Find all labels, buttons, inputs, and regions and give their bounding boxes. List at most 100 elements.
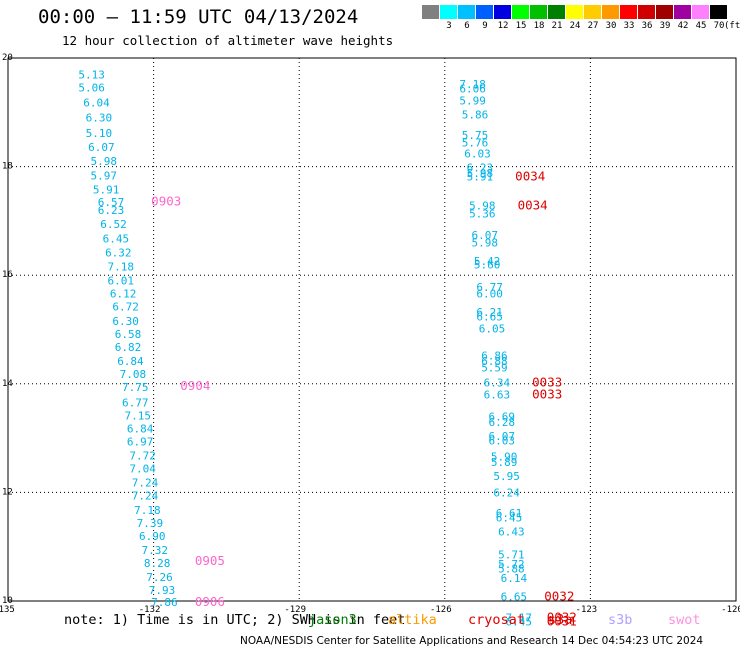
color-scale-cell — [422, 5, 440, 19]
color-scale-label: 27 — [587, 21, 599, 31]
color-scale-cell — [620, 5, 638, 19]
wave-height-value: 5.98 — [469, 200, 496, 213]
wave-height-value: 6.07 — [488, 430, 514, 443]
wave-height-value: 6.24 — [493, 486, 520, 499]
color-scale-label: 45 — [695, 21, 707, 31]
x-tick-label: -132 — [139, 605, 161, 615]
wave-height-value: 6.21 — [476, 306, 503, 319]
wave-height-value: 6.45 — [496, 511, 523, 524]
wave-height-value: 5.71 — [498, 548, 524, 561]
color-scale-cell — [674, 5, 692, 19]
wave-height-value: 5.88 — [498, 562, 524, 575]
color-scale-cell — [494, 5, 512, 19]
wave-height-value: 5.90 — [491, 451, 518, 464]
chart-subtitle: 12 hour collection of altimeter wave hei… — [62, 33, 394, 48]
x-tick-label: -126 — [430, 605, 452, 615]
wave-height-value: 6.03 — [464, 148, 491, 161]
pass-time-label: 0033 — [532, 375, 562, 390]
wave-height-value: 6.65 — [501, 591, 528, 604]
color-scale-label: 24 — [569, 21, 581, 31]
wave-height-value: 5.98 — [467, 167, 494, 180]
color-scale-cell — [638, 5, 656, 19]
color-scale-label: 33 — [623, 21, 635, 31]
chart-title: 00:00 — 11:59 UTC 04/13/2024 — [38, 6, 359, 28]
wave-height-value: 6.30 — [112, 315, 139, 328]
wave-height-value: 6.69 — [488, 410, 514, 423]
color-scale-unit: (ft) — [724, 21, 740, 31]
y-tick-label: 14 — [2, 379, 13, 389]
wave-height-value: 7.75 — [122, 381, 149, 394]
wave-height-value: 6.30 — [86, 112, 113, 125]
wave-height-value: 6.58 — [115, 328, 142, 341]
pass-time-label: 0906 — [195, 594, 225, 609]
pass-time-label: 0903 — [151, 193, 181, 208]
wave-height-value: 5.97 — [91, 169, 118, 182]
wave-height-value: 6.77 — [476, 281, 503, 294]
color-scale-cell — [584, 5, 602, 19]
wave-height-value: 6.61 — [496, 507, 523, 520]
wave-height-value: 5.98 — [471, 237, 498, 250]
color-scale-label: 12 — [497, 21, 509, 31]
satellite-legend-item: jason3 — [308, 612, 357, 628]
pass-time-label: 0904 — [180, 378, 210, 393]
wave-height-value: 6.34 — [484, 377, 511, 390]
color-scale-cell — [566, 5, 584, 19]
satellite-legend-item: s3b — [608, 612, 633, 628]
wave-height-value: 6.84 — [127, 422, 154, 435]
satellite-legend-item: cryosat — [468, 612, 525, 628]
color-scale-label: 42 — [677, 21, 689, 31]
wave-height-value: 7.04 — [129, 463, 156, 476]
color-scale-cell — [548, 5, 566, 19]
wave-height-value: 7.86 — [151, 596, 178, 609]
color-scale-label: 3 — [446, 21, 452, 31]
wave-height-value: 7.32 — [141, 544, 168, 557]
color-scale-bar — [422, 5, 728, 19]
wave-height-value: 8.28 — [144, 557, 171, 570]
wave-height-value: 5.95 — [493, 470, 520, 483]
x-tick-label: -120 — [721, 605, 740, 615]
wave-height-value: 7.24 — [132, 490, 159, 503]
wave-height-value: 6.86 — [481, 350, 508, 363]
wave-height-value: 6.57 — [98, 196, 125, 209]
wave-height-value: 6.23 — [98, 204, 125, 217]
wave-height-value: 5.06 — [78, 81, 105, 94]
pass-time-label: 0034 — [515, 168, 545, 183]
color-scale-label: 70 — [713, 21, 725, 31]
color-scale-cell — [458, 5, 476, 19]
satellite-legend-item: swot — [668, 612, 701, 628]
wave-height-value: 6.88 — [481, 355, 508, 368]
wave-height-value: 7.08 — [120, 368, 147, 381]
x-tick-label: -135 — [0, 605, 15, 615]
wave-height-value: 5.10 — [86, 127, 113, 140]
pass-time-label: 0034 — [518, 198, 548, 213]
wave-height-value: 5.13 — [78, 68, 105, 81]
color-scale-label: 36 — [641, 21, 653, 31]
wave-height-value: 5.42 — [474, 255, 501, 268]
wave-height-value: 6.00 — [476, 288, 503, 301]
color-scale-cell — [710, 5, 728, 19]
wave-height-value: 6.63 — [484, 389, 511, 402]
x-tick-label: -123 — [576, 605, 598, 615]
y-tick-label: 10 — [2, 596, 13, 606]
color-scale-cell — [476, 5, 494, 19]
wave-height-value: 6.01 — [107, 275, 134, 288]
wave-height-value: 5.36 — [469, 207, 496, 220]
wave-height-value: 5.75 — [462, 129, 489, 142]
footer-note: note: 1) Time is in UTC; 2) SWH is in fe… — [64, 612, 406, 628]
wave-height-value: 7.15 — [124, 409, 151, 422]
wave-height-value: 6.28 — [488, 416, 514, 429]
pass-time-label: 0905 — [195, 553, 225, 568]
wave-height-value: 5.98 — [91, 155, 118, 168]
wave-height-value: 5.89 — [491, 456, 518, 469]
wave-height-value: 6.72 — [112, 301, 139, 314]
pass-time-label: 0033 — [532, 387, 562, 402]
pass-time-label: 0031 — [547, 614, 577, 629]
color-scale-label: 21 — [551, 21, 563, 31]
wave-height-value: 6.07 — [471, 229, 498, 242]
wave-height-value: 5.76 — [462, 137, 489, 150]
wave-height-value: 6.45 — [505, 616, 532, 629]
wave-height-value: 5.59 — [481, 362, 508, 375]
color-scale-label: 15 — [515, 21, 527, 31]
pass-time-label: 0032 — [547, 609, 577, 624]
